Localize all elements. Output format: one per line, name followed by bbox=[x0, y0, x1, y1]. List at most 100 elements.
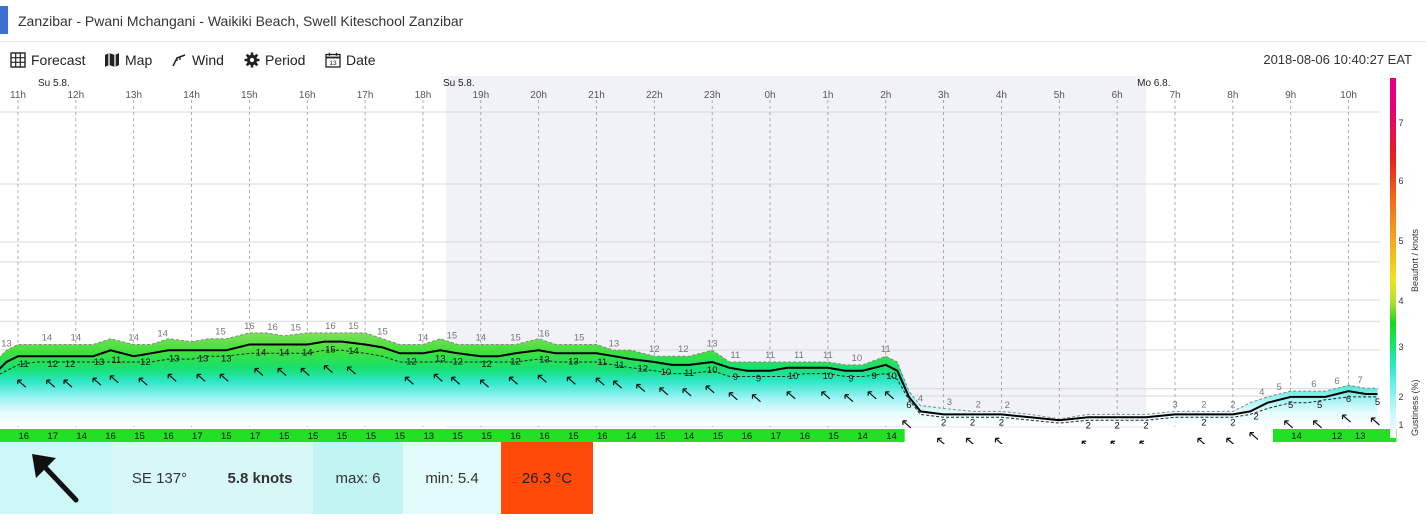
beaufort-tick: 5 bbox=[1398, 236, 1404, 246]
gust-label: 6 bbox=[1311, 379, 1316, 390]
wind-label: Wind bbox=[192, 52, 224, 68]
wind-label: 11 bbox=[615, 360, 625, 371]
wind-direction-arrow bbox=[138, 377, 148, 386]
gust-label: 16 bbox=[325, 321, 336, 332]
wind-label: 5 bbox=[1288, 400, 1293, 411]
min-value: min: 5.4 bbox=[403, 442, 501, 514]
forecast-button[interactable]: Forecast bbox=[10, 50, 85, 70]
gust-label: 15 bbox=[348, 321, 359, 332]
wind-direction-arrow bbox=[196, 373, 206, 382]
wind-button[interactable]: Wind bbox=[171, 50, 224, 70]
map-button[interactable]: Map bbox=[104, 50, 152, 70]
gust-label: 6 bbox=[1334, 376, 1339, 387]
wind-label: 9 bbox=[848, 374, 853, 385]
hour-tick-label: 17h bbox=[357, 90, 374, 101]
gustiness-value: 16 bbox=[539, 431, 550, 442]
gustiness-value: 16 bbox=[510, 431, 521, 442]
beaufort-tick: 3 bbox=[1398, 342, 1404, 352]
gustiness-title: Gustiness (%) bbox=[1410, 379, 1420, 436]
wind-direction-arrow bbox=[1341, 414, 1351, 423]
hour-tick-label: 8h bbox=[1227, 90, 1238, 101]
gustiness-value: 14 bbox=[857, 431, 868, 442]
period-button[interactable]: Period bbox=[244, 50, 305, 70]
gust-label: 14 bbox=[418, 333, 429, 344]
wind-direction-arrow bbox=[1081, 440, 1087, 444]
wind-min-line bbox=[0, 349, 1378, 424]
wind-label: 15 bbox=[325, 345, 336, 356]
gust-label: 11 bbox=[765, 350, 775, 361]
gust-label: 13 bbox=[1, 338, 12, 349]
hour-tick-label: 11h bbox=[10, 90, 26, 101]
gust-label: 15 bbox=[447, 331, 458, 342]
day-label: Su 5.8. bbox=[38, 78, 70, 89]
wind-direction-arrow bbox=[254, 367, 264, 376]
gust-label: 11 bbox=[881, 344, 891, 355]
wind-direction-arrow bbox=[508, 376, 518, 385]
hour-tick-label: 6h bbox=[1112, 90, 1123, 101]
wind-label: 10 bbox=[886, 371, 897, 382]
hour-tick-label: 15h bbox=[241, 90, 258, 101]
gust-label: 15 bbox=[215, 327, 226, 338]
hour-tick-label: 18h bbox=[415, 90, 432, 101]
wind-icon bbox=[172, 54, 186, 67]
direction-value: SE 137° bbox=[112, 442, 207, 514]
timestamp: 2018-08-06 10:40:27 EAT bbox=[1263, 52, 1412, 67]
wind-direction-arrow bbox=[109, 375, 119, 384]
wind-direction-arrow bbox=[613, 380, 623, 389]
wind-label: 2 bbox=[999, 417, 1004, 428]
gustiness-value: 16 bbox=[742, 431, 753, 442]
toolbar: Forecast Map Wind Period 13 Date 2018-0 bbox=[0, 48, 1426, 72]
wind-direction-arrow bbox=[1313, 420, 1323, 429]
gustiness-value: 17 bbox=[47, 431, 58, 442]
wind-label: 10 bbox=[788, 371, 799, 382]
wind-direction-arrow bbox=[1249, 431, 1259, 440]
gust-label: 14 bbox=[157, 329, 168, 340]
wind-direction-arrow bbox=[433, 373, 443, 382]
beaufort-tick: 6 bbox=[1398, 176, 1404, 186]
beaufort-tick: 1 bbox=[1398, 420, 1404, 430]
wind-label: 13 bbox=[435, 353, 446, 364]
max-value: max: 6 bbox=[313, 442, 403, 514]
wind-label: 11 bbox=[597, 357, 607, 368]
gust-label: 2 bbox=[1230, 399, 1235, 410]
svg-text:13: 13 bbox=[329, 60, 337, 67]
wind-direction-arrow bbox=[937, 437, 945, 444]
hour-tick-label: 20h bbox=[530, 90, 547, 101]
wind-label: 2 bbox=[1115, 420, 1120, 431]
hour-tick-label: 12h bbox=[68, 90, 85, 101]
gustiness-value: 14 bbox=[684, 431, 695, 442]
hour-tick-label: 2h bbox=[880, 90, 891, 101]
wind-direction-arrow bbox=[682, 388, 692, 397]
wind-label: 12 bbox=[510, 356, 521, 367]
wind-label: 6 bbox=[1346, 394, 1351, 405]
wind-label: 6 bbox=[906, 400, 911, 411]
gustiness-value: 15 bbox=[452, 431, 463, 442]
gustiness-value: 16 bbox=[105, 431, 116, 442]
wind-chart: 11h 12h 13h 14h 15h 16h 17h 18h 19h 20h 21h 22h 23h 0… bbox=[0, 76, 1397, 444]
gust-label: 2 bbox=[1201, 399, 1206, 410]
gustiness-value: 15 bbox=[828, 431, 839, 442]
wind-label: 10 bbox=[661, 367, 672, 378]
wind-direction-arrow bbox=[659, 387, 669, 396]
wind-line bbox=[0, 340, 1378, 422]
wind-direction-arrow bbox=[1226, 437, 1235, 444]
gust-label: 16 bbox=[539, 329, 550, 340]
gustiness-value: 17 bbox=[192, 431, 203, 442]
wind-label: 13 bbox=[198, 353, 209, 364]
gustiness-value: 17 bbox=[771, 431, 782, 442]
gustiness-value: 15 bbox=[395, 431, 406, 442]
wind-direction-arrow bbox=[92, 377, 102, 386]
gustiness-value: 16 bbox=[799, 431, 810, 442]
gustiness-bar bbox=[1313, 429, 1397, 442]
gust-label: 15 bbox=[574, 333, 585, 344]
gust-label: 11 bbox=[794, 350, 804, 361]
date-button[interactable]: 13 Date bbox=[325, 50, 376, 70]
gust-label: 15 bbox=[377, 327, 388, 338]
wind-label: 10 bbox=[823, 371, 834, 382]
wind-label: 12 bbox=[47, 359, 58, 370]
gustiness-value: 15 bbox=[713, 431, 724, 442]
gustiness-value: 15 bbox=[481, 431, 492, 442]
wind-label: 11 bbox=[111, 355, 121, 366]
wind-label: 9 bbox=[756, 374, 761, 385]
gustiness-value: 14 bbox=[76, 431, 87, 442]
